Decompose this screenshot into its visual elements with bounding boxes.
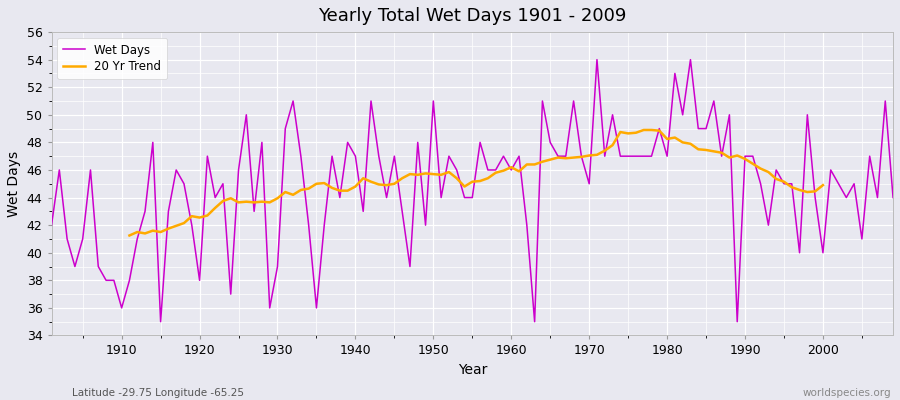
20 Yr Trend (124, 233, 135, 238)
Wet Days (506, 168, 517, 172)
Y-axis label: Wet Days: Wet Days (7, 151, 21, 217)
Text: worldspecies.org: worldspecies.org (803, 388, 891, 398)
Title: Yearly Total Wet Days 1901 - 2009: Yearly Total Wet Days 1901 - 2009 (318, 7, 626, 25)
Text: Latitude -29.75 Longitude -65.25: Latitude -29.75 Longitude -65.25 (72, 388, 244, 398)
Wet Days (335, 195, 346, 200)
Wet Days (615, 154, 626, 158)
20 Yr Trend (335, 188, 346, 193)
Line: 20 Yr Trend: 20 Yr Trend (130, 130, 823, 236)
Wet Days (288, 99, 299, 104)
Wet Days (46, 223, 57, 228)
20 Yr Trend (218, 199, 229, 204)
Legend: Wet Days, 20 Yr Trend: Wet Days, 20 Yr Trend (58, 38, 166, 79)
X-axis label: Year: Year (457, 363, 487, 377)
20 Yr Trend (638, 128, 649, 132)
Wet Days (514, 154, 525, 158)
Wet Days (887, 195, 898, 200)
Wet Days (109, 278, 120, 283)
20 Yr Trend (724, 155, 734, 160)
Wet Days (591, 57, 602, 62)
20 Yr Trend (608, 143, 618, 148)
20 Yr Trend (794, 188, 805, 192)
Line: Wet Days: Wet Days (51, 60, 893, 322)
20 Yr Trend (708, 149, 719, 154)
Wet Days (155, 319, 166, 324)
20 Yr Trend (817, 183, 828, 188)
